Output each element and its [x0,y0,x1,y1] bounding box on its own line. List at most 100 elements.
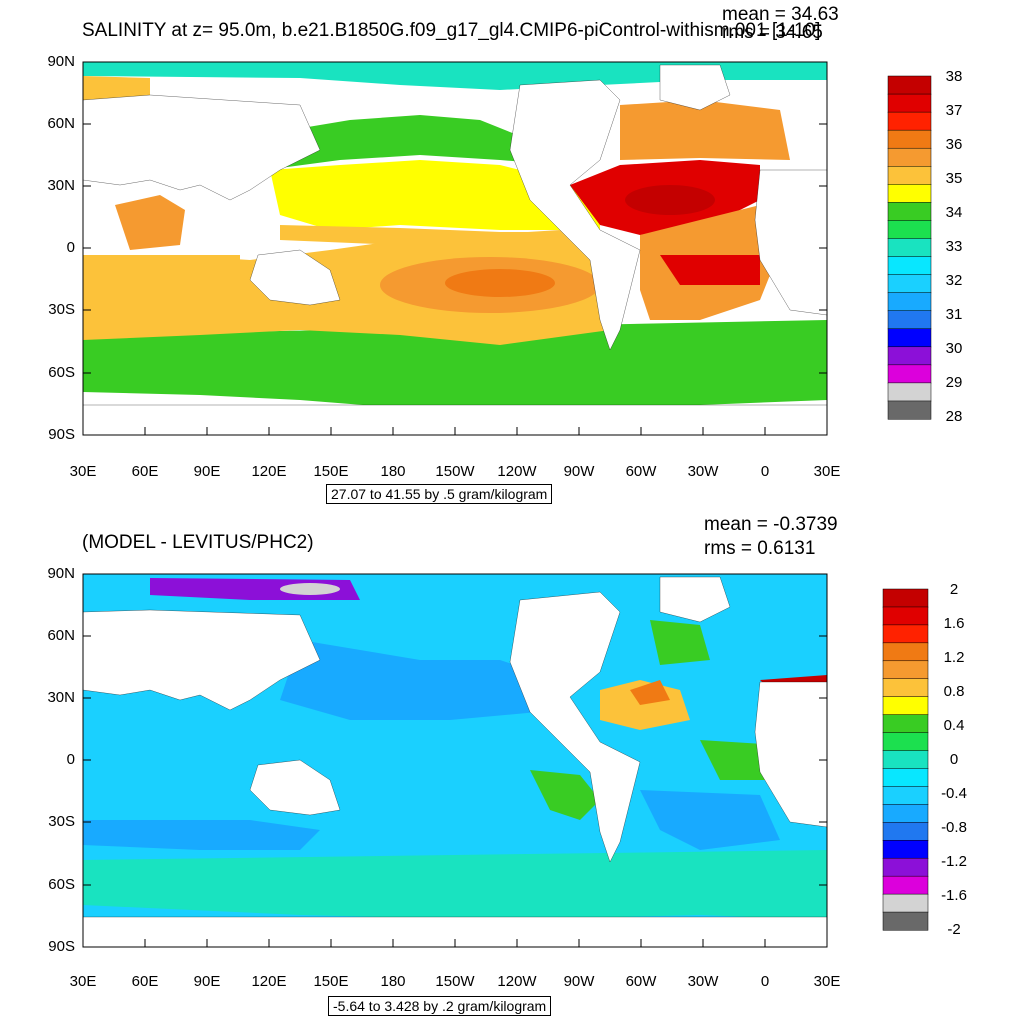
x-tick-label: 180 [380,973,406,990]
colorbar-swatch [887,147,932,167]
mean-label: mean = -0.3739 [704,514,838,535]
rms-label: rms = 34.65 [722,22,823,43]
colorbar-label: 1.2 [943,649,965,666]
colorbar-label: -2 [947,921,961,938]
x-tick-label: 60W [625,463,657,480]
colorbar-label: 33 [945,238,963,255]
y-tick-label: 0 [66,751,75,768]
colorbar-label: 34 [945,204,963,221]
colorbar-swatch [887,75,932,95]
y-tick-label: 90S [48,938,75,955]
atlantic-anomaly [600,680,690,730]
colorbar-swatch [887,256,932,276]
colorbar-label: -0.8 [941,819,967,836]
x-tick-label: 180 [380,463,406,480]
colorbar-label: -1.6 [941,887,967,904]
colorbar-label: 31 [945,306,963,323]
colorbar-swatch [887,364,932,384]
contour-range-label: 27.07 to 41.55 by .5 gram/kilogram [326,484,553,504]
x-tick-label: 90E [193,973,221,990]
colorbar-swatch [882,768,929,787]
colorbar-swatch [887,93,932,113]
y-tick-label: 60S [48,876,75,893]
y-tick-label: 30S [48,813,75,830]
x-tick-label: 30E [813,463,841,480]
mean-label: mean = 34.63 [722,4,839,25]
colorbar-swatch [887,184,932,203]
colorbar-swatch [882,606,929,626]
panel-title: (MODEL - LEVITUS/PHC2) [82,532,314,553]
arctic-anomaly [150,578,360,600]
colorbar-swatch [882,660,929,680]
x-tick-label: 30W [687,973,719,990]
y-tick-label: 30N [47,177,75,194]
y-tick-label: 60N [47,115,75,132]
y-tick-label: 90N [47,565,75,582]
arabian-sea-region [115,195,185,250]
colorbar-swatch [882,696,929,716]
south-pacific-gyre [380,257,600,313]
rms-label: rms = 0.6131 [704,538,816,559]
colorbar-label: 35 [945,170,963,187]
land-masses [83,576,827,947]
colorbar-label: 0.4 [943,717,965,734]
x-tick-label: 0 [760,973,770,990]
southern-ocean-region [83,320,827,410]
y-tick-label: 30N [47,689,75,706]
x-tick-label: 90W [563,463,595,480]
colorbar [887,75,932,420]
colorbar-swatch [887,382,932,402]
colorbar-swatch [887,400,932,420]
south-pacific-region [83,230,610,345]
x-tick-label: 150E [313,973,349,990]
colorbar-swatch [882,911,929,931]
x-tick-label: 30E [69,463,97,480]
colorbar-swatch [882,732,929,752]
colorbar-swatch [887,129,932,149]
y-tick-label: 60S [48,364,75,381]
x-tick-label: 120E [251,463,287,480]
x-tick-label: 30E [69,973,97,990]
x-tick-label: 150E [313,463,349,480]
colorbar-swatch [887,166,932,185]
x-tick-label: 0 [760,463,770,480]
y-tick-label: 90S [48,426,75,443]
colorbar [882,588,929,931]
x-tick-label: 30W [687,463,719,480]
colorbar-label: 28 [945,408,963,425]
colorbar-swatch [887,111,932,131]
southern-ocean-anomaly [83,850,827,920]
land-masses [83,64,827,435]
north-pacific-anomaly [280,640,560,720]
colorbar-swatch [882,840,929,859]
y-tick-label: 60N [47,627,75,644]
colorbar-label: 38 [945,68,963,85]
colorbar-swatch [882,588,929,608]
colorbar-label: 2 [949,581,959,598]
colorbar-swatch [882,804,929,823]
colorbar-swatch [882,750,929,770]
y-tick-label: 30S [48,301,75,318]
south-atlantic-region [660,255,760,285]
x-tick-label: 150W [435,463,475,480]
colorbar-label: 0 [949,751,959,768]
colorbar-swatch [882,642,929,662]
north-atlantic-region [570,160,760,235]
colorbar-swatch [887,346,932,366]
y-tick-label: 0 [66,239,75,256]
x-tick-label: 150W [435,973,475,990]
colorbar-swatch [882,857,929,877]
x-tick-label: 90E [193,463,221,480]
colorbar-label: 29 [945,374,963,391]
colorbar-swatch [882,893,929,913]
x-tick-label: 120W [497,463,537,480]
colorbar-swatch [882,624,929,644]
contour-range-label: -5.64 to 3.428 by .2 gram/kilogram [328,996,552,1016]
x-tick-label: 60W [625,973,657,990]
x-tick-label: 30E [813,973,841,990]
map-frame [82,573,828,948]
x-tick-label: 120E [251,973,287,990]
colorbar-label: 30 [945,340,963,357]
